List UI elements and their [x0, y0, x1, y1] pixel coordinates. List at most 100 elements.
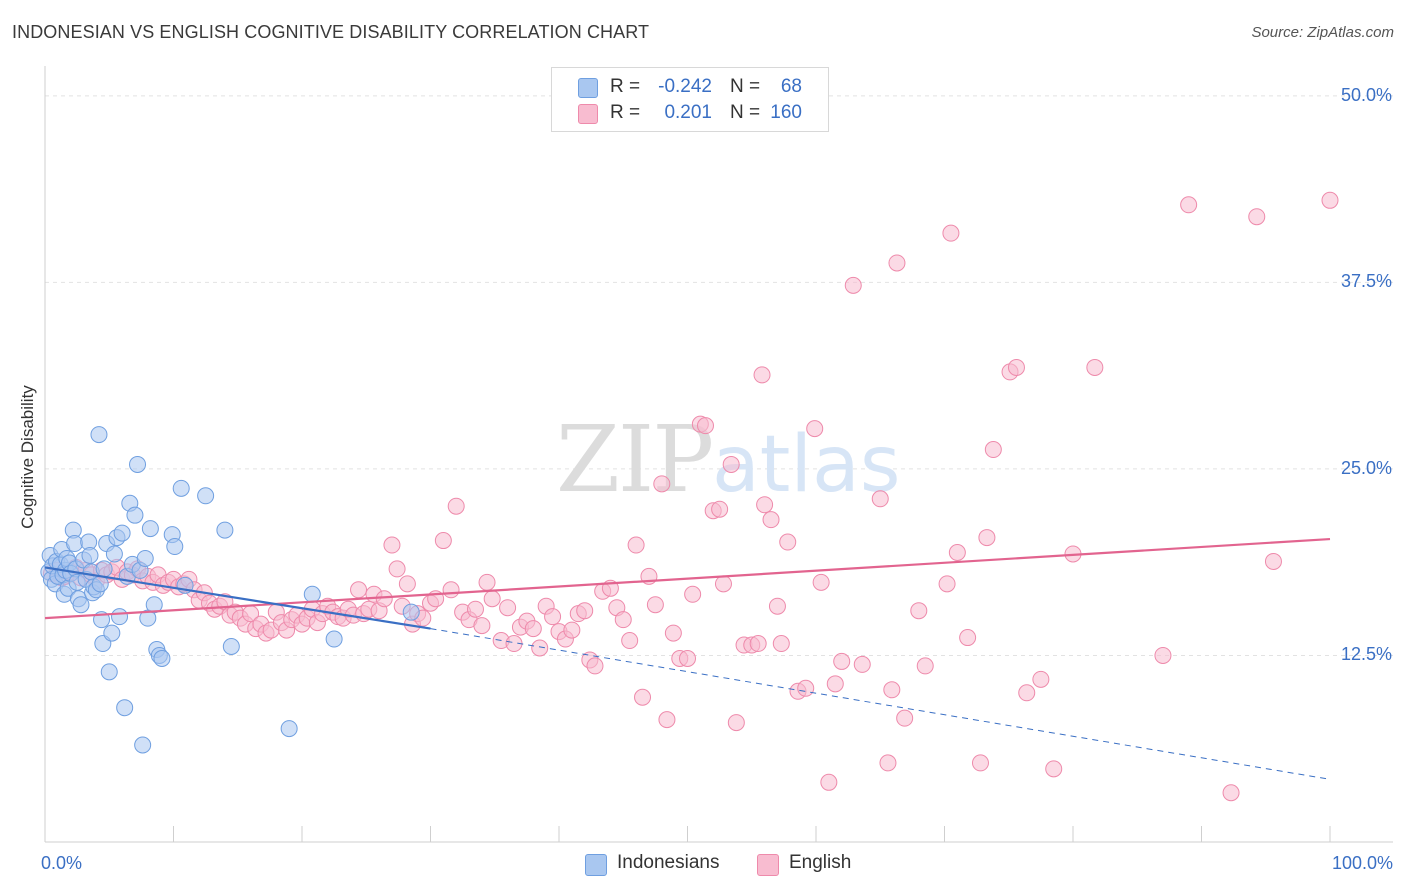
english-point-126	[756, 496, 774, 514]
indonesian-trend-line	[44, 566, 431, 630]
legend-r-value: 0.201	[664, 102, 712, 123]
english-point-76	[442, 581, 460, 599]
english-point-90	[531, 639, 549, 657]
english-point-69	[398, 575, 416, 593]
legend-row-indonesians: R = -0.242 N = 68	[552, 74, 828, 100]
chart-source: Source: ZipAtlas.com	[1251, 24, 1394, 41]
indonesian-point-46	[126, 506, 144, 524]
english-point-155	[1007, 358, 1025, 376]
english-point-162	[1180, 196, 1198, 214]
english-point-81	[473, 617, 491, 635]
indonesian-point-59	[172, 479, 190, 497]
indonesian-point-62	[216, 521, 234, 539]
indonesian-point-31	[91, 575, 109, 593]
english-point-163	[1222, 784, 1240, 802]
english-point-149	[948, 543, 966, 561]
indonesian-point-21	[72, 596, 90, 614]
english-point-113	[679, 649, 696, 667]
english-point-97	[576, 602, 594, 620]
indonesian-point-49	[134, 736, 152, 754]
english-point-99	[586, 657, 604, 675]
english-point-139	[853, 655, 871, 673]
english-point-82	[478, 573, 496, 591]
bottom-legend-label-english: English	[789, 852, 852, 873]
english-point-156	[1018, 684, 1036, 702]
indonesian-point-64	[280, 720, 298, 738]
legend-n-label: N =	[730, 102, 761, 123]
legend-n-value: 160	[770, 102, 802, 123]
english-point-153	[984, 441, 1002, 459]
indonesian-point-56	[153, 649, 171, 667]
english-point-127	[762, 511, 780, 529]
indonesian-point-37	[103, 624, 121, 642]
english-point-77	[447, 497, 465, 515]
english-point-165	[1264, 552, 1282, 570]
english-point-142	[883, 681, 901, 699]
legend-r-label: R =	[610, 76, 641, 97]
trend-lines	[44, 537, 1331, 780]
english-point-89	[524, 620, 542, 638]
english-point-141	[879, 754, 897, 772]
legend-r-value: -0.242	[658, 76, 712, 97]
watermark: ZIP atlas	[556, 406, 901, 513]
indonesian-point-58	[166, 538, 184, 556]
indonesian-point-67	[402, 603, 420, 621]
indonesian-point-42	[116, 699, 134, 717]
english-point-129	[772, 635, 790, 653]
english-point-66	[383, 536, 401, 554]
indonesian-point-63	[222, 638, 240, 656]
english-point-119	[714, 575, 732, 593]
english-point-106	[634, 688, 652, 706]
bottom-legend-label-indonesians: Indonesians	[617, 852, 720, 873]
correlation-legend: R = -0.242 N = 68 R = 0.201 N = 160	[551, 67, 829, 132]
watermark-zip: ZIP	[556, 406, 712, 513]
indonesian-trend-extension	[430, 628, 1331, 780]
indonesian-point-25	[81, 546, 99, 564]
english-point-83	[483, 590, 501, 608]
english-point-161	[1154, 646, 1172, 664]
indonesian-point-17	[66, 535, 84, 553]
english-point-60	[350, 581, 368, 599]
english-point-158	[1045, 760, 1063, 778]
x-tick-label-1: 100.0%	[1331, 853, 1393, 873]
english-point-109	[653, 475, 671, 493]
x-tick-label-0: 0.0%	[41, 853, 83, 873]
english-point-128	[768, 597, 786, 615]
indonesian-point-36	[100, 663, 118, 681]
y-tick-label-2: 37.5%	[1340, 271, 1392, 292]
y-tick-label-1: 25.0%	[1340, 457, 1392, 478]
english-point-80	[466, 600, 484, 618]
indonesian-point-52	[141, 520, 159, 538]
indonesian-point-40	[111, 608, 129, 626]
english-point-103	[614, 611, 632, 629]
legend-n-label: N =	[730, 76, 761, 97]
english-point-120	[722, 455, 740, 473]
english-point-138	[844, 276, 862, 294]
english-point-125	[753, 366, 771, 384]
english-point-121	[727, 714, 745, 732]
english-trend-line	[44, 537, 1331, 620]
english-points	[42, 191, 1339, 802]
english-point-137	[833, 652, 851, 670]
english-point-132	[797, 679, 815, 697]
indonesian-points	[40, 426, 420, 754]
english-point-95	[563, 621, 581, 639]
bottom-legend-swatch-indonesians	[585, 854, 607, 876]
indonesian-point-50	[136, 549, 154, 567]
legend-swatch-indonesians	[578, 78, 598, 98]
bottom-legend-swatch-english	[757, 854, 779, 876]
gridlines	[45, 95, 1393, 656]
y-tick-label-0: 12.5%	[1340, 644, 1392, 665]
indonesian-point-41	[113, 524, 131, 542]
english-point-152	[978, 529, 996, 547]
english-point-136	[826, 675, 844, 693]
english-point-166	[1321, 191, 1339, 209]
english-point-116	[696, 417, 714, 435]
english-point-92	[544, 608, 562, 626]
english-point-160	[1086, 358, 1104, 376]
english-point-133	[806, 420, 824, 438]
indonesian-point-38	[105, 545, 123, 563]
indonesian-point-47	[129, 455, 147, 473]
english-point-164	[1248, 208, 1266, 226]
